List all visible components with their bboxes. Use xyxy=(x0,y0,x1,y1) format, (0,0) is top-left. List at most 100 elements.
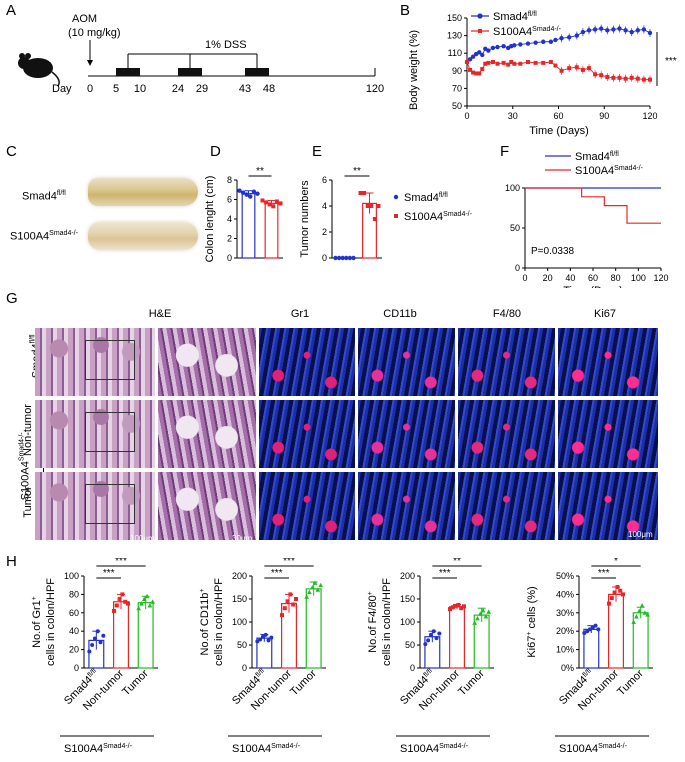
legend-b-ko-sup: Smad4-/- xyxy=(532,26,561,33)
h-point xyxy=(291,602,296,607)
b-point xyxy=(495,44,500,50)
b-point xyxy=(480,52,485,58)
h-ytick-label: 0 xyxy=(410,663,415,673)
h-sig-2: * xyxy=(614,558,618,567)
h-point xyxy=(621,592,625,597)
micrograph-gr1-tumor xyxy=(259,472,355,540)
micrograph-gr1-nontumor xyxy=(259,400,355,468)
panel-f-chart: Percent survivalTime (Days)0501000204060… xyxy=(505,151,669,288)
ytick-label: 2 xyxy=(227,234,232,244)
dss-block-2 xyxy=(178,68,202,76)
b-point xyxy=(567,66,572,71)
h-point xyxy=(101,633,106,638)
day-5: 5 xyxy=(113,83,119,95)
h-point xyxy=(139,601,144,606)
h-ylabel-2: cells in colon/HPF xyxy=(381,578,393,666)
h-point xyxy=(618,588,623,593)
legend-b-ctrl: Smad4 xyxy=(493,11,528,23)
b-point xyxy=(587,66,591,71)
h-point xyxy=(315,587,321,592)
day-29: 29 xyxy=(196,83,208,95)
micrograph-he-high-nontumor xyxy=(158,400,256,468)
h-ytick-label: 20% xyxy=(556,626,574,636)
panel-letter-f: F xyxy=(500,143,510,160)
panel-g: H&E Gr1 CD11b F4/80 Ki67 Smad4fl/fl Non-… xyxy=(0,290,685,552)
ylabel: Colon lenght (cm) xyxy=(205,176,216,263)
h-group-label: S100A4Smad4-/- xyxy=(64,743,133,755)
b-point xyxy=(533,60,538,65)
f-xtick-label: 20 xyxy=(543,273,553,283)
h-point xyxy=(294,597,298,601)
h-ytick-label: 40 xyxy=(69,626,79,636)
mouse-icon xyxy=(18,53,60,87)
point xyxy=(333,255,338,261)
b-ytick-label: 130 xyxy=(447,31,462,41)
zoom-box xyxy=(85,484,135,524)
b-point xyxy=(574,65,579,70)
h-point xyxy=(280,613,284,618)
legend-e-ko: S100A4Smad4-/- xyxy=(404,211,473,223)
point xyxy=(240,190,246,195)
b-point xyxy=(541,60,546,65)
g-scale-1: 100μm xyxy=(130,534,155,543)
b-point xyxy=(559,68,564,73)
b-point xyxy=(541,39,546,44)
point xyxy=(372,217,377,221)
b-point xyxy=(526,60,530,64)
micrograph-f480-nontumor xyxy=(458,400,555,468)
micrograph-f480-ctrl xyxy=(458,328,555,396)
panel-h1-chart: No.of Gr1+ cells in colon/HPF 0 20 40 60 80 100… xyxy=(31,558,158,755)
h-point xyxy=(307,589,312,595)
point xyxy=(376,204,381,208)
h-sig-1: *** xyxy=(598,568,610,579)
h-ytick-label: 50% xyxy=(556,571,574,581)
b-ylabel: Body weight (%) xyxy=(408,30,420,110)
aom-label-1: AOM xyxy=(72,13,97,25)
b-point xyxy=(501,43,506,49)
b-significance: *** xyxy=(665,56,677,67)
point xyxy=(351,255,356,261)
c-label-ko: S100A4Smad4-/- xyxy=(10,230,78,243)
point xyxy=(251,189,257,194)
day-48: 48 xyxy=(263,83,275,95)
point xyxy=(365,204,370,208)
legend-f-ctrl: Smad4fl/fl xyxy=(575,151,619,163)
zoom-box xyxy=(85,412,135,452)
panel-h3-chart: No.of F4/80+ cells in colon/HPF 0 50 100 150 2… xyxy=(367,558,494,755)
micrograph-cd11b-ctrl xyxy=(358,328,455,396)
h-point xyxy=(123,599,128,604)
ytick-label: 2 xyxy=(322,227,327,237)
panel-d-chart: Colon lenght (cm) 0 2 4 6 8 ** xyxy=(205,166,283,263)
b-xtick-label: 90 xyxy=(599,111,609,121)
b-point xyxy=(512,61,517,66)
h-point xyxy=(456,602,461,607)
micrograph-he-low-nontumor xyxy=(35,400,155,468)
panel-a-timeline: AOM (10 mg/kg) 1% DSS Day 0 5 10 24 29 4… xyxy=(18,13,384,95)
h-point xyxy=(114,603,119,608)
h-ytick-label: 100 xyxy=(400,617,415,627)
h-point xyxy=(480,608,486,613)
f-xtick-label: 120 xyxy=(653,273,668,283)
h-bar xyxy=(305,588,322,669)
point xyxy=(260,198,265,203)
legend-e-ctrl: Smad4fl/fl xyxy=(404,192,448,204)
b-point xyxy=(605,74,610,79)
b-ytick-label: 150 xyxy=(447,13,462,23)
h-point xyxy=(282,606,287,611)
h-point xyxy=(288,592,293,597)
g-col-f480: F4/80 xyxy=(492,308,522,320)
b-point xyxy=(480,67,485,72)
b-point xyxy=(495,61,500,66)
h-point xyxy=(607,601,611,606)
h-point xyxy=(150,599,155,604)
f-xtick-label: 100 xyxy=(631,273,646,283)
colon-image-ko xyxy=(88,222,198,250)
b-point xyxy=(593,72,598,77)
panel-letter-h: H xyxy=(6,553,17,570)
b-point xyxy=(470,54,476,59)
legend-b-ctrl-sup: fl/fl xyxy=(528,11,537,18)
h-group-label: S100A4Smad4-/- xyxy=(400,743,469,755)
h-point xyxy=(144,593,150,599)
h-ytick-label: 150 xyxy=(232,594,247,604)
b-xlabel: Time (Days) xyxy=(529,125,588,137)
